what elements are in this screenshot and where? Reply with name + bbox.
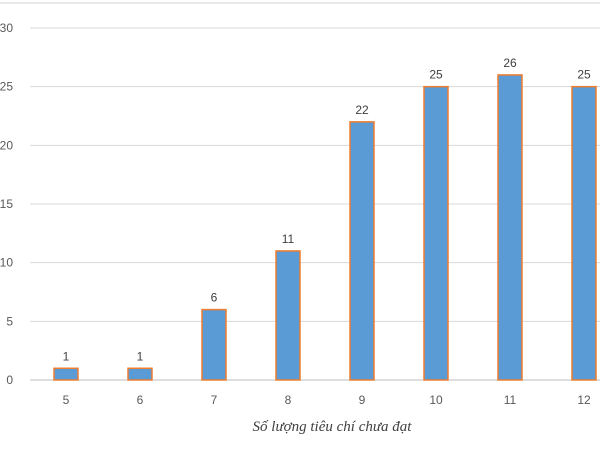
bar: [349, 121, 375, 381]
data-label: 26: [503, 56, 517, 70]
y-axis-ticks: 0 5 10 15 20 25 30: [0, 21, 13, 387]
x-tick-label: 6: [137, 393, 144, 407]
y-tick-label: 20: [0, 138, 13, 152]
x-axis-title: Số lượng tiêu chí chưa đạt: [253, 419, 413, 435]
y-tick-label: 30: [0, 21, 13, 35]
bar: [423, 85, 449, 381]
y-tick-label: 15: [0, 197, 13, 211]
bar: [127, 367, 153, 381]
data-label: 1: [63, 349, 70, 363]
x-tick-label: 9: [359, 393, 366, 407]
bar: [571, 85, 597, 381]
x-tick-label: 5: [63, 393, 70, 407]
data-label: 25: [577, 68, 591, 82]
x-tick-label: 10: [429, 393, 443, 407]
x-tick-label: 8: [285, 393, 292, 407]
x-axis-ticks: 5 6 7 8 9 10 11 12: [63, 393, 591, 407]
bar: [53, 367, 79, 381]
data-label: 1: [137, 349, 144, 363]
y-tick-label: 5: [6, 314, 13, 328]
data-label: 6: [211, 291, 218, 305]
bars: [53, 74, 597, 381]
x-tick-label: 12: [577, 393, 591, 407]
y-tick-label: 0: [6, 373, 13, 387]
data-label: 11: [282, 232, 295, 246]
bar: [201, 308, 227, 381]
y-tick-label: 25: [0, 80, 13, 94]
y-tick-label: 10: [0, 256, 13, 270]
data-label: 22: [355, 103, 369, 117]
data-label: 25: [429, 68, 443, 82]
x-tick-label: 11: [504, 393, 517, 407]
bar: [497, 74, 523, 381]
bar: [275, 250, 301, 381]
x-tick-label: 7: [211, 393, 218, 407]
